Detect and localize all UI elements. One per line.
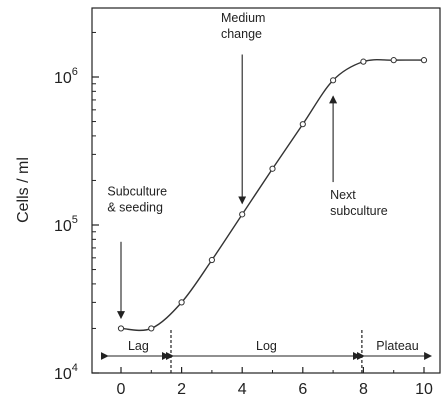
y-tick-base: 10 [54, 70, 72, 87]
y-tick-exponent: 4 [72, 362, 78, 374]
data-point [269, 165, 276, 172]
data-point [178, 299, 185, 306]
data-point [360, 58, 367, 65]
data-point [299, 121, 306, 128]
y-tick-label: 106 [54, 66, 78, 87]
series-layer [117, 57, 428, 332]
phase-bar: Lag Log Plateau [100, 330, 433, 373]
y-tick-label: 105 [54, 214, 78, 235]
phase-label: Plateau [376, 339, 418, 353]
x-tick-label: 0 [117, 381, 126, 398]
data-point [330, 77, 337, 84]
data-point [117, 325, 125, 332]
y-tick-label: 104 [54, 362, 78, 383]
data-point [390, 57, 397, 64]
x-tick-label: 2 [177, 381, 186, 398]
data-point [239, 211, 246, 218]
x-tick-label: 4 [238, 381, 247, 398]
y-tick-base: 10 [54, 218, 72, 235]
y-tick-base: 10 [54, 366, 72, 383]
x-tick-label: 6 [298, 381, 307, 398]
phase-label: Log [256, 339, 277, 353]
y-axis-label: Cells / ml [15, 157, 32, 223]
x-tick-label: 8 [359, 381, 368, 398]
data-point [208, 256, 215, 264]
annotation-text: & seeding [107, 201, 163, 215]
data-point [148, 325, 155, 332]
annotation-text: Medium [221, 11, 265, 25]
annotation-text: subculture [330, 204, 388, 218]
phase-label: Lag [128, 339, 149, 353]
annotations: Subculture & seeding Medium change Next subcu… [107, 11, 388, 320]
y-tick-exponent: 6 [72, 66, 78, 78]
x-tick-label: 10 [415, 381, 433, 398]
y-tick-exponent: 5 [72, 214, 78, 226]
data-point [420, 57, 428, 64]
annotation-text: Subculture [107, 185, 167, 199]
annotation-text: Next [330, 188, 356, 202]
annotation-text: change [221, 27, 262, 41]
plot-frame [91, 7, 441, 374]
